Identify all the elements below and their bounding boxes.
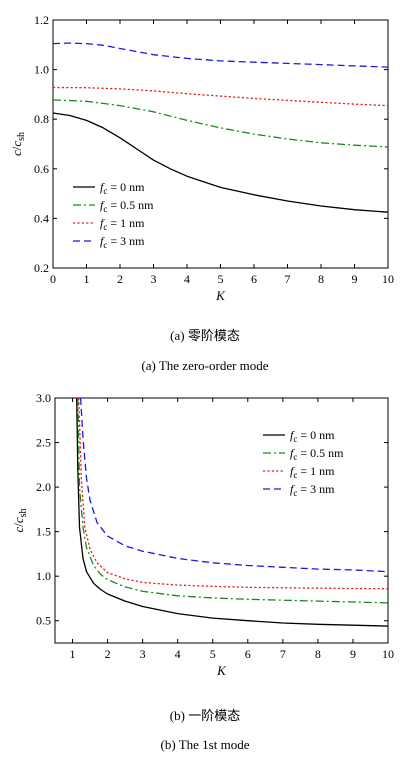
x-tick-label: 2	[117, 272, 123, 286]
series-line-0	[53, 112, 388, 213]
x-tick-label: 4	[184, 272, 190, 286]
legend-label-2: fc = 1 nm	[100, 216, 145, 232]
x-tick-label: 5	[210, 647, 216, 661]
y-tick-label: 3.0	[36, 391, 51, 405]
x-tick-label: 4	[175, 647, 181, 661]
caption-a-chinese: (a) 零阶模态	[170, 328, 240, 343]
legend-label-2: fc = 1 nm	[290, 464, 335, 480]
y-tick-label: 2.0	[36, 480, 51, 494]
x-tick-label: 7	[280, 647, 286, 661]
chart-zero-order-mode: 0 1 2 3 4 5 6 7 8 9 10 0.2 0.4 0.6 0.8 1.0 1.2 Kc/csh fc =…	[9, 13, 394, 300]
legend-label-3: fc = 3 nm	[290, 482, 335, 498]
legend-label-0: fc = 0 nm	[100, 180, 145, 196]
x-tick-label: 10	[382, 272, 394, 286]
x-tick-label: 8	[315, 647, 321, 661]
x-axis-label: K	[215, 288, 226, 300]
legend: fc = 0 nm fc = 0.5 nm fc = 1 nm fc = 3 nm	[73, 180, 154, 250]
series-line-0	[76, 398, 388, 627]
x-tick-label: 3	[140, 647, 146, 661]
y-tick-label: 0.2	[34, 261, 49, 275]
y-tick-label: 1.0	[36, 569, 51, 583]
x-tick-label: 6	[245, 647, 251, 661]
x-tick-label: 1	[70, 647, 76, 661]
legend-label-3: fc = 3 nm	[100, 234, 145, 250]
y-axis-label: c/csh	[11, 508, 29, 532]
x-tick-label: 6	[251, 272, 257, 286]
plot-frame	[54, 397, 389, 644]
legend: fc = 0 nm fc = 0.5 nm fc = 1 nm fc = 3 nm	[263, 428, 344, 498]
y-tick-label: 0.4	[34, 211, 49, 225]
x-tick-label: 10	[382, 647, 394, 661]
y-tick-label: 0.5	[36, 614, 51, 628]
x-tick-label: 2	[105, 647, 111, 661]
legend-label-1: fc = 0.5 nm	[100, 198, 154, 214]
y-tick-label: 1.2	[34, 13, 49, 27]
chart-first-mode: 1 2 3 4 5 6 7 8 9 10 0.5 1.0 1.5 2.0 2.5 3.0 Kc/csh fc = …	[11, 391, 394, 678]
y-axis-label: c/csh	[9, 132, 27, 156]
series-line-2	[78, 398, 388, 590]
y-tick-label: 1.0	[34, 63, 49, 77]
series-line-1	[53, 99, 388, 148]
series-line-3	[79, 398, 388, 573]
x-tick-label: 0	[50, 272, 56, 286]
x-tick-label: 8	[318, 272, 324, 286]
x-tick-label: 9	[352, 272, 358, 286]
x-tick-label: 7	[285, 272, 291, 286]
x-axis-label: K	[216, 663, 227, 678]
y-tick-label: 2.5	[36, 436, 51, 450]
caption-b-chinese: (b) 一阶模态	[169, 708, 241, 723]
y-tick-label: 0.6	[34, 162, 49, 176]
caption-b-english: (b) The 1st mode	[160, 737, 250, 752]
caption-a-english: (a) The zero-order mode	[141, 358, 269, 373]
x-tick-label: 1	[84, 272, 90, 286]
series-line-3	[53, 42, 388, 68]
series-line-2	[53, 86, 388, 107]
x-tick-label: 5	[218, 272, 224, 286]
y-tick-label: 1.5	[36, 525, 51, 539]
x-tick-label: 9	[350, 647, 356, 661]
legend-label-1: fc = 0.5 nm	[290, 446, 344, 462]
y-tick-label: 0.8	[34, 112, 49, 126]
legend-label-0: fc = 0 nm	[290, 428, 335, 444]
x-tick-label: 3	[151, 272, 157, 286]
series-line-1	[77, 398, 388, 604]
